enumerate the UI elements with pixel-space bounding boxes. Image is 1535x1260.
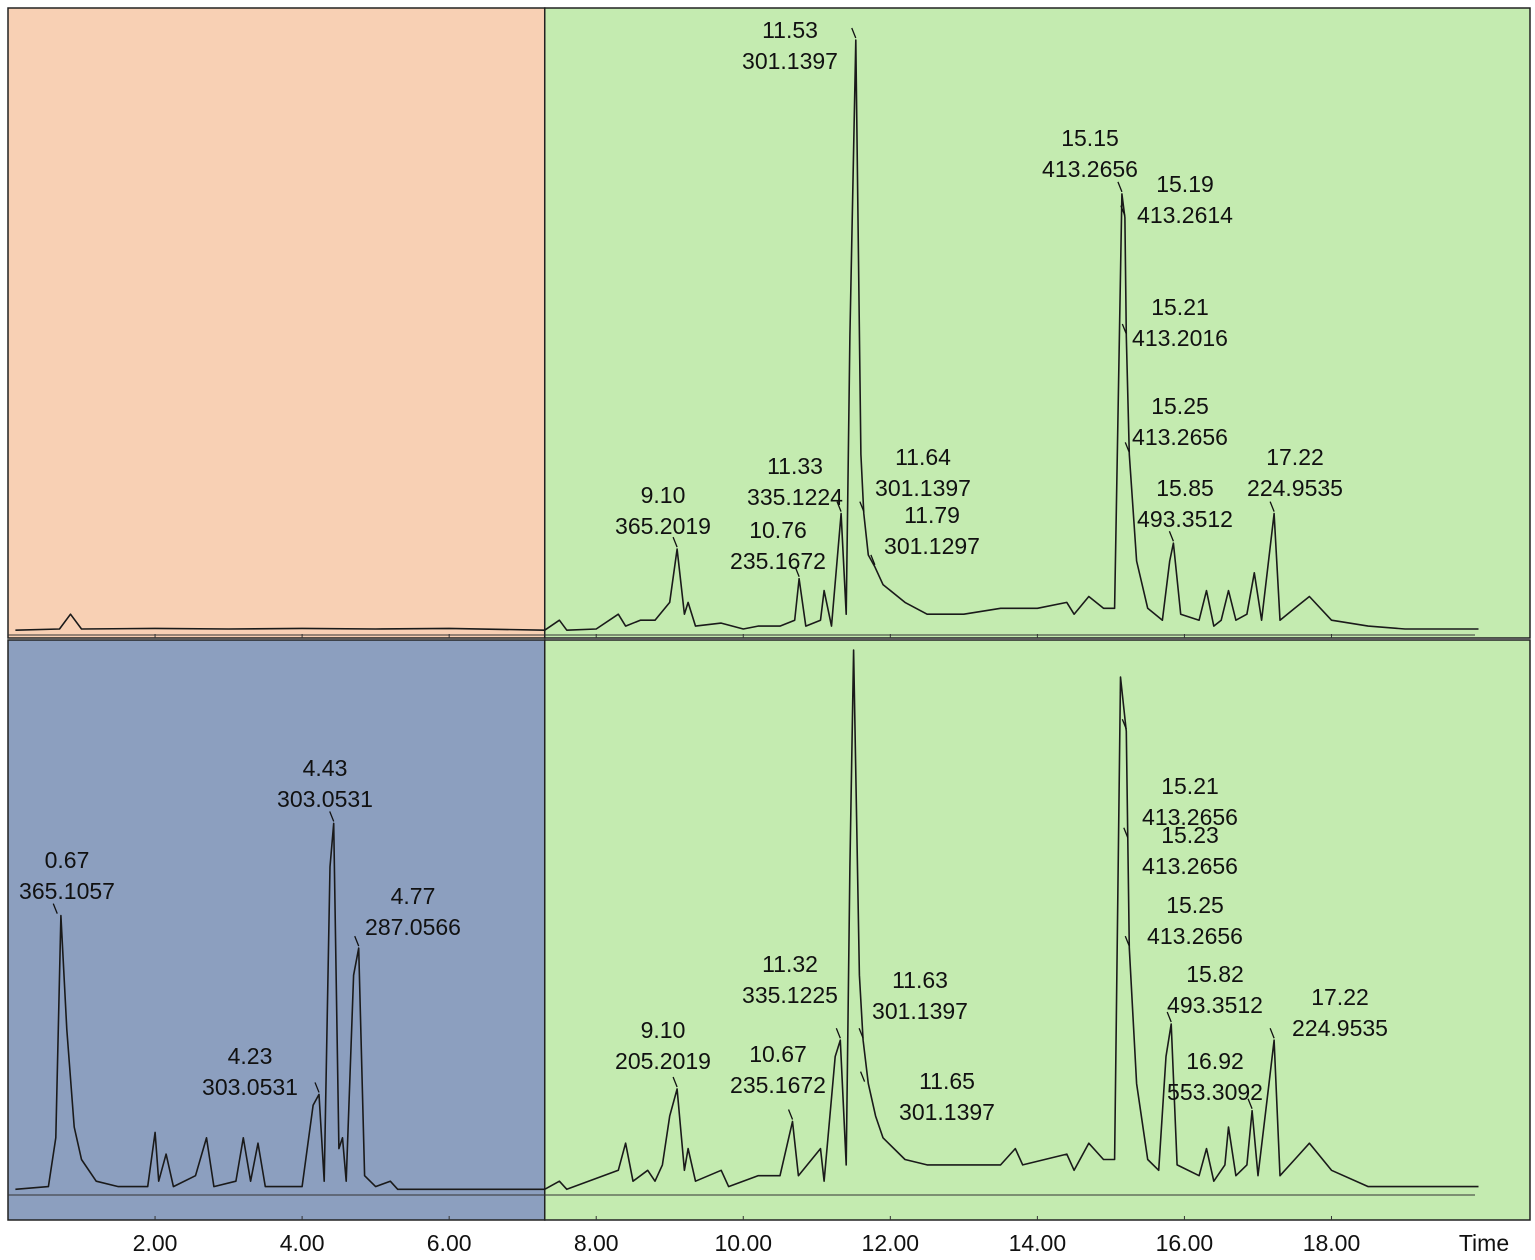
x-tick-label: 2.00: [133, 1230, 178, 1256]
annotation-leader: [870, 554, 876, 566]
annotation-leader: [787, 1109, 794, 1120]
annotation-time: 11.64: [895, 444, 951, 470]
annotation-mass: 287.0566: [365, 914, 461, 940]
x-tick-label: 8.00: [574, 1230, 619, 1256]
annotation-leader: [836, 501, 842, 512]
annotation-leader: [1247, 1098, 1253, 1109]
annotation-time: 4.43: [303, 755, 348, 781]
annotation-mass: 413.2656: [1142, 853, 1238, 879]
annotation-leader: [52, 903, 58, 914]
annotation-time: 15.25: [1166, 892, 1224, 918]
annotation-mass: 335.1224: [747, 484, 843, 510]
annotation-time: 11.32: [762, 951, 818, 977]
x-tick-label: 12.00: [862, 1230, 920, 1256]
annotation-leader: [1269, 1027, 1275, 1039]
x-tick-label: 6.00: [427, 1230, 472, 1256]
annotation-mass: 493.3512: [1137, 506, 1233, 532]
annotation-mass: 301.1397: [899, 1099, 995, 1125]
annotation-time: 15.19: [1156, 171, 1214, 197]
annotation-leader: [329, 811, 335, 822]
annotation-time: 11.79: [904, 502, 960, 528]
annotation-time: 4.23: [228, 1043, 273, 1069]
annotation-leader: [1120, 205, 1126, 216]
x-tick-label: 14.00: [1009, 1230, 1067, 1256]
annotation-leader: [858, 1027, 864, 1039]
annotation-mass: 301.1397: [742, 48, 838, 74]
annotation-mass: 413.2016: [1132, 325, 1228, 351]
annotation-mass: 365.2019: [615, 513, 711, 539]
annotation-time: 11.53: [762, 17, 818, 43]
annotation-time: 11.33: [767, 453, 823, 479]
annotation-mass: 235.1672: [730, 1072, 826, 1098]
annotation-mass: 224.9535: [1247, 475, 1343, 501]
annotation-mass: 303.0531: [277, 786, 373, 812]
annotation-leader: [314, 1082, 320, 1093]
annotation-mass: 301.1397: [875, 475, 971, 501]
annotation-time: 15.25: [1151, 393, 1209, 419]
annotation-time: 10.67: [749, 1041, 807, 1067]
annotation-mass: 335.1225: [742, 982, 838, 1008]
x-tick-label: 4.00: [280, 1230, 325, 1256]
annotation-time: 4.77: [391, 883, 436, 909]
annotation-time: 15.21: [1151, 294, 1209, 320]
annotation-leader: [672, 1076, 678, 1088]
trace: [15, 649, 1479, 1191]
annotation-time: 11.63: [892, 967, 948, 993]
annotation-mass: 413.2656: [1142, 804, 1238, 830]
annotation-time: 9.10: [641, 482, 686, 508]
x-tick-label: 10.00: [714, 1230, 772, 1256]
annotation-leader: [1117, 181, 1123, 193]
x-tick-label: 16.00: [1156, 1230, 1214, 1256]
annotation-mass: 303.0531: [202, 1074, 298, 1100]
annotation-mass: 553.3092: [1167, 1079, 1263, 1105]
annotation-mass: 301.1297: [884, 533, 980, 559]
annotation-leader: [672, 536, 678, 548]
annotation-time: 17.22: [1311, 984, 1369, 1010]
annotation-leader: [851, 27, 857, 39]
annotation-time: 15.82: [1186, 961, 1244, 987]
annotation-leader: [1168, 530, 1174, 542]
annotation-leader: [1123, 827, 1129, 838]
annotation-leader: [859, 1071, 866, 1082]
annotation-time: 10.76: [749, 517, 807, 543]
annotation-time: 17.22: [1266, 444, 1324, 470]
annotation-time: 15.85: [1156, 475, 1214, 501]
annotation-leader: [859, 501, 865, 512]
annotation-leader: [1121, 323, 1127, 335]
background-region: [7, 639, 546, 1221]
annotation-leader: [1269, 501, 1275, 512]
trace: [15, 39, 1479, 631]
annotation-leader: [354, 935, 360, 947]
x-tick-label: 18.00: [1303, 1230, 1361, 1256]
annotation-mass: 413.2656: [1132, 424, 1228, 450]
annotation-time: 16.92: [1186, 1048, 1244, 1074]
annotation-mass: 413.2656: [1042, 156, 1138, 182]
annotation-mass: 205.2019: [615, 1048, 711, 1074]
annotation-time: 9.10: [641, 1017, 686, 1043]
x-axis-label: Time: [1459, 1230, 1509, 1256]
annotation-leader: [1121, 719, 1127, 730]
annotation-mass: 301.1397: [872, 998, 968, 1024]
annotation-leader: [794, 566, 800, 577]
annotation-leader: [1166, 1011, 1172, 1023]
annotation-leader: [1124, 442, 1130, 453]
annotation-mass: 493.3512: [1167, 992, 1263, 1018]
annotation-mass: 413.2656: [1147, 923, 1243, 949]
annotation-leader: [1124, 935, 1130, 947]
annotation-leader: [835, 1027, 841, 1039]
annotation-time: 0.67: [45, 847, 90, 873]
annotation-time: 15.23: [1161, 822, 1219, 848]
annotation-mass: 365.1057: [19, 878, 115, 904]
annotation-time: 11.65: [919, 1068, 975, 1094]
annotation-time: 15.15: [1061, 125, 1119, 151]
background-region: [7, 7, 546, 639]
background-region: [543, 7, 1531, 639]
background-region: [543, 639, 1531, 1221]
annotation-mass: 224.9535: [1292, 1015, 1388, 1041]
annotation-mass: 235.1672: [730, 548, 826, 574]
annotation-time: 15.21: [1161, 773, 1219, 799]
annotation-mass: 413.2614: [1137, 202, 1233, 228]
